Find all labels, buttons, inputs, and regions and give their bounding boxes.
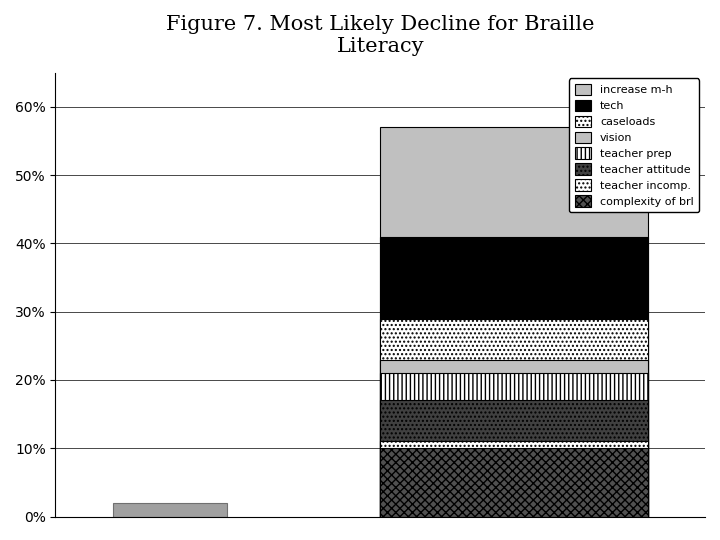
- Bar: [380, 319, 648, 516]
- Bar: [380, 127, 648, 516]
- Bar: [380, 360, 648, 516]
- Legend: increase m-h, tech, caseloads, vision, teacher prep, teacher attitude, teacher i: increase m-h, tech, caseloads, vision, t…: [569, 78, 699, 212]
- Bar: [380, 441, 648, 516]
- Title: Figure 7. Most Likely Decline for Braille
Literacy: Figure 7. Most Likely Decline for Braill…: [166, 15, 595, 56]
- Bar: [380, 237, 648, 516]
- Bar: [113, 503, 228, 516]
- Bar: [380, 373, 648, 516]
- Bar: [380, 448, 648, 516]
- Bar: [380, 401, 648, 516]
